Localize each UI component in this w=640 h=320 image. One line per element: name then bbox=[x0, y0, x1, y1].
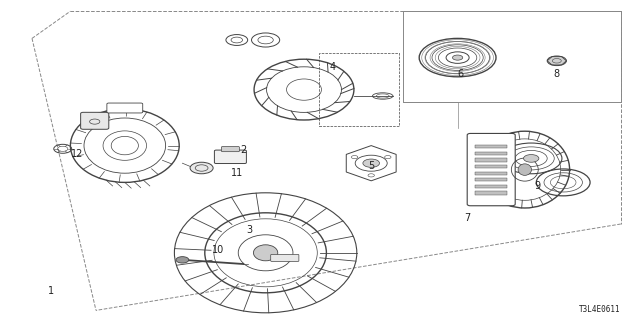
Bar bbox=[475, 172, 507, 175]
FancyBboxPatch shape bbox=[467, 133, 515, 206]
Circle shape bbox=[547, 56, 566, 66]
Bar bbox=[475, 185, 507, 188]
Text: 6: 6 bbox=[458, 68, 464, 79]
Bar bbox=[475, 152, 507, 155]
FancyBboxPatch shape bbox=[214, 150, 246, 164]
Text: 5: 5 bbox=[368, 161, 374, 172]
FancyBboxPatch shape bbox=[81, 112, 109, 129]
Text: 3: 3 bbox=[246, 225, 253, 236]
FancyBboxPatch shape bbox=[221, 147, 239, 152]
Ellipse shape bbox=[518, 164, 532, 175]
Text: 10: 10 bbox=[211, 244, 224, 255]
Circle shape bbox=[363, 159, 380, 167]
Circle shape bbox=[452, 55, 463, 60]
Text: 8: 8 bbox=[554, 68, 560, 79]
Text: 7: 7 bbox=[464, 212, 470, 223]
Text: 12: 12 bbox=[70, 148, 83, 159]
Text: 11: 11 bbox=[230, 168, 243, 178]
Circle shape bbox=[176, 257, 189, 263]
Text: 2: 2 bbox=[240, 145, 246, 156]
Circle shape bbox=[190, 162, 213, 174]
Text: 1: 1 bbox=[48, 286, 54, 296]
Bar bbox=[475, 165, 507, 168]
Text: 4: 4 bbox=[330, 62, 336, 72]
Ellipse shape bbox=[253, 245, 278, 261]
Text: 9: 9 bbox=[534, 180, 541, 191]
FancyBboxPatch shape bbox=[107, 103, 143, 113]
Bar bbox=[475, 191, 507, 195]
FancyBboxPatch shape bbox=[271, 254, 299, 261]
Bar bbox=[475, 145, 507, 148]
Bar bbox=[475, 178, 507, 181]
Text: T3L4E0611: T3L4E0611 bbox=[579, 305, 621, 314]
Circle shape bbox=[524, 155, 539, 162]
Bar bbox=[475, 158, 507, 162]
